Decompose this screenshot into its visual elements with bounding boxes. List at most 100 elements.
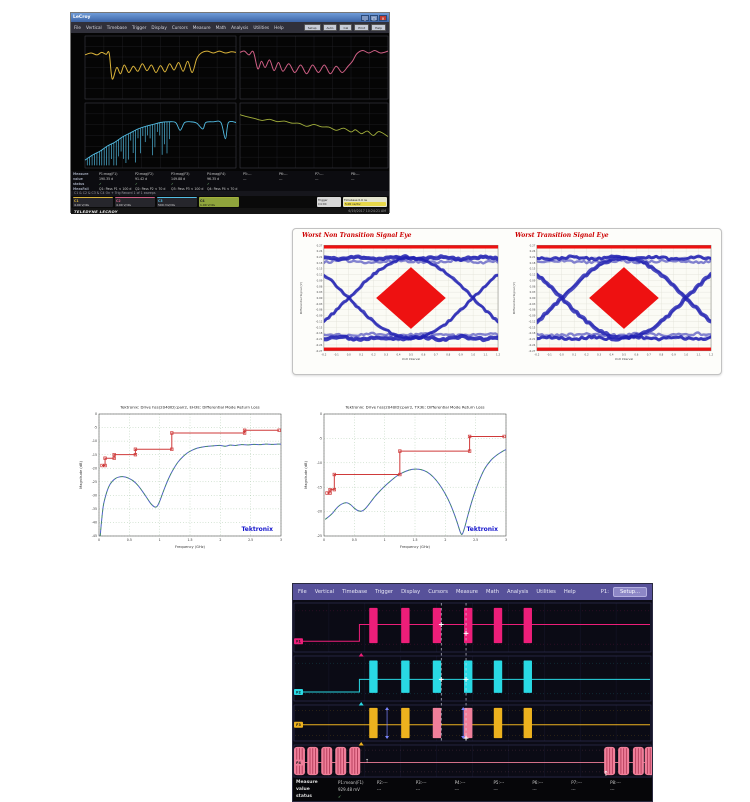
- minimize-icon[interactable]: _: [361, 14, 369, 21]
- svg-text:2: 2: [444, 538, 446, 542]
- measure-cell: ---: [532, 787, 537, 792]
- svg-text:0.1: 0.1: [572, 352, 576, 356]
- svg-text:1.2: 1.2: [496, 352, 500, 356]
- menu-item-file[interactable]: File: [74, 25, 82, 30]
- measure-cell: Q4: Pass P4 < 70 d: [207, 186, 238, 191]
- timebase-box[interactable]: Timebase 0.0 ns5.00 ns/div2.5 GS/s: [343, 197, 387, 210]
- svg-text:-15: -15: [317, 485, 322, 489]
- measure-row-label: status: [73, 181, 85, 186]
- scope1-measure-table: Measure P1:mag(F1) P2:mag(F2) P3:mag(F3) P4:…: [71, 171, 389, 191]
- return-loss-chart-right: 0 0.5 1 1.5 2 2.5 3 0 -5 -10 -15 -20 -25 Tektronix: D…: [300, 400, 515, 555]
- svg-text:-5: -5: [319, 437, 322, 441]
- measure-cell: ---: [610, 787, 615, 792]
- svg-text:0.7: 0.7: [434, 352, 438, 356]
- toolbar-button-cal[interactable]: Cal: [339, 24, 353, 31]
- menu-item-measure[interactable]: Measure: [192, 25, 211, 30]
- eye-plot-right: Worst Transition Signal Eye 0.27 0.24 0.21…: [507, 230, 720, 373]
- trigger-box[interactable]: Trigger C4 DC: [317, 197, 341, 207]
- svg-text:-0.27: -0.27: [529, 349, 536, 353]
- setup-button[interactable]: Setup...: [612, 587, 647, 597]
- channel-scale: 500 mV/div: [158, 202, 176, 207]
- svg-text:0.7: 0.7: [647, 352, 651, 356]
- toolbar-button-print[interactable]: Print: [354, 24, 370, 31]
- menu-item-vertical[interactable]: Vertical: [314, 589, 335, 595]
- channel-box-c2[interactable]: C24.00 V/div-256 mV: [115, 197, 155, 211]
- svg-text:-0.15: -0.15: [529, 325, 536, 329]
- measure-cell: P8:---: [610, 780, 621, 785]
- menu-item-display[interactable]: Display: [401, 589, 421, 595]
- svg-text:0.09: 0.09: [317, 278, 323, 282]
- menu-item-help[interactable]: Help: [563, 589, 576, 595]
- svg-text:Unit Interval: Unit Interval: [615, 357, 634, 361]
- measure-row-label: value: [73, 176, 83, 181]
- svg-text:0.8: 0.8: [659, 352, 663, 356]
- menu-item-utilities[interactable]: Utilities: [536, 589, 556, 595]
- svg-text:0.6: 0.6: [421, 352, 425, 356]
- svg-text:0.8: 0.8: [446, 352, 450, 356]
- svg-text:-0.03: -0.03: [316, 302, 323, 306]
- toolbar-button-setup[interactable]: Setup: [303, 24, 321, 31]
- channel-box-c4[interactable]: C41.00 V/div0.00 mV: [199, 197, 239, 211]
- close-icon[interactable]: ×: [379, 14, 387, 21]
- return-loss-right-svg: 0 0.5 1 1.5 2 2.5 3 0 -5 -10 -15 -20 -25 Tektronix: D…: [300, 400, 515, 555]
- menu-item-analysis[interactable]: Analysis: [506, 589, 529, 595]
- scope2-measure-row-status: status ✓: [296, 793, 649, 800]
- measure-cell: P1:mean(F1): [338, 780, 364, 785]
- measure-cell: ---: [376, 787, 382, 792]
- svg-text:-45: -45: [92, 534, 97, 538]
- menu-item-help[interactable]: Help: [274, 25, 284, 30]
- menu-item-cursors[interactable]: Cursors: [171, 25, 188, 30]
- scope2-menu-right: P1: Setup...: [601, 587, 647, 597]
- maximize-icon[interactable]: □: [370, 14, 378, 21]
- svg-text:-0.27: -0.27: [316, 349, 323, 353]
- svg-text:-10: -10: [92, 439, 97, 443]
- svg-text:0.2: 0.2: [372, 352, 376, 356]
- menu-item-trigger[interactable]: Trigger: [375, 589, 394, 595]
- measure-cell: ---: [493, 787, 498, 792]
- svg-text:-0.18: -0.18: [529, 331, 536, 335]
- channel-box-c1[interactable]: C14.00 V/div-256 mV: [73, 197, 113, 211]
- svg-text:Frequency (GHz): Frequency (GHz): [400, 545, 430, 549]
- menu-item-measure[interactable]: Measure: [455, 589, 478, 595]
- menu-item-timebase[interactable]: Timebase: [106, 25, 127, 30]
- menu-item-utilities[interactable]: Utilities: [253, 25, 270, 30]
- svg-text:F4: F4: [296, 761, 301, 765]
- svg-text:0.4: 0.4: [396, 352, 400, 356]
- menu-item-analysis[interactable]: Analysis: [231, 25, 249, 30]
- measure-cell: P3:mag(F3): [171, 171, 190, 176]
- menu-item-trigger[interactable]: Trigger: [131, 25, 147, 30]
- trigger-line2: C4 DC: [318, 201, 327, 206]
- svg-text:0.00: 0.00: [317, 296, 323, 300]
- menu-item-display[interactable]: Display: [151, 25, 167, 30]
- svg-text:-0.21: -0.21: [529, 337, 536, 341]
- menu-item-cursors[interactable]: Cursors: [428, 589, 448, 595]
- trigger-line1: Trigger: [318, 197, 328, 202]
- measure-cell: P5:---: [243, 171, 252, 176]
- svg-text:0.15: 0.15: [317, 267, 323, 271]
- measure-cell: ---: [243, 176, 247, 181]
- teledyne-lecroy-logo: TELEDYNE LECROY: [74, 208, 118, 214]
- svg-text:1.5: 1.5: [412, 538, 417, 542]
- menu-item-math[interactable]: Math: [486, 589, 499, 595]
- measure-cell: P5:---: [493, 780, 505, 785]
- svg-text:F2: F2: [296, 690, 301, 694]
- svg-text:0.15: 0.15: [530, 267, 536, 271]
- menu-item-file[interactable]: File: [298, 589, 307, 595]
- svg-text:-0.06: -0.06: [529, 308, 536, 312]
- measure-cell: ---: [454, 787, 459, 792]
- scope2-p1-label: P1:: [600, 589, 609, 595]
- toolbar-button-help[interactable]: Help: [371, 24, 386, 31]
- menu-item-math[interactable]: Math: [215, 25, 227, 30]
- scope2-menu-bar: File Vertical Timebase Trigger Display Cursor…: [293, 584, 652, 600]
- menu-item-timebase[interactable]: Timebase: [342, 589, 368, 595]
- menu-item-vertical[interactable]: Vertical: [86, 25, 102, 30]
- measure-cell: P4:mag(F4): [207, 171, 226, 176]
- svg-text:0: 0: [320, 412, 322, 416]
- measure-cell: P2:mag(F2): [135, 171, 154, 176]
- eye-plot-left: Worst Non Transition Signal Eye 0.27 0.24…: [294, 230, 507, 373]
- toolbar-button-auto[interactable]: Auto: [322, 24, 338, 31]
- svg-text:1: 1: [384, 538, 386, 542]
- svg-text:-0.03: -0.03: [529, 302, 536, 306]
- measure-cell: 91.42 d: [135, 176, 148, 181]
